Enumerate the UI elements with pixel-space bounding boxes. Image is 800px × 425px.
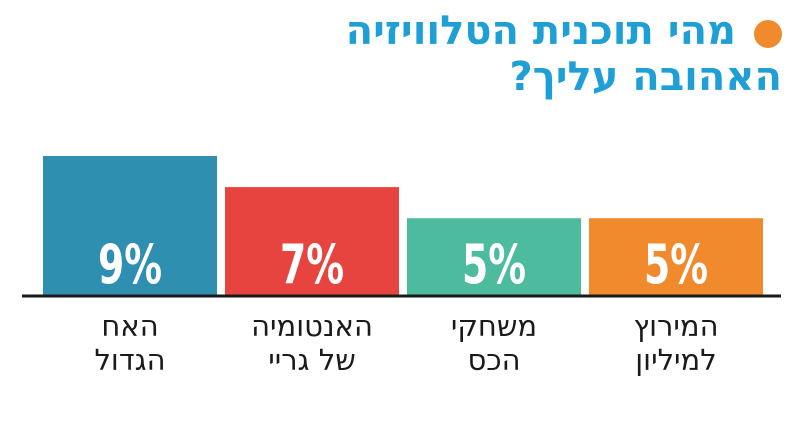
data-label-1: 9%: [98, 233, 162, 296]
category-label-3-line-2: הכס: [467, 343, 520, 377]
chart-title: מהי תוכנית הטלוויזיה האהובה עליך?: [262, 8, 782, 100]
category-label-1-line-2: הגדול: [94, 343, 165, 377]
category-label-4-line-1: המירוץ: [633, 309, 718, 343]
bar-3: [407, 218, 581, 296]
category-label-4-line-2: למיליון: [635, 343, 716, 377]
data-label-2: 7%: [280, 233, 344, 296]
bar-4: [589, 218, 763, 296]
chart-title-line-1: מהי תוכנית הטלוויזיה: [345, 8, 736, 54]
data-label-3: 5%: [462, 233, 526, 296]
bar-1: [43, 156, 217, 296]
category-label-2-line-2: של גריי: [268, 343, 356, 377]
category-label-2-line-1: האנטומיה: [251, 309, 373, 343]
category-label-3-line-1: משחקי: [451, 309, 537, 343]
category-label-1-line-1: האח: [101, 309, 158, 343]
bar-2: [225, 187, 399, 296]
chart-title-line-2: האהובה עליך?: [509, 54, 782, 100]
data-label-4: 5%: [644, 233, 708, 296]
orange-dot-icon: [754, 20, 782, 48]
